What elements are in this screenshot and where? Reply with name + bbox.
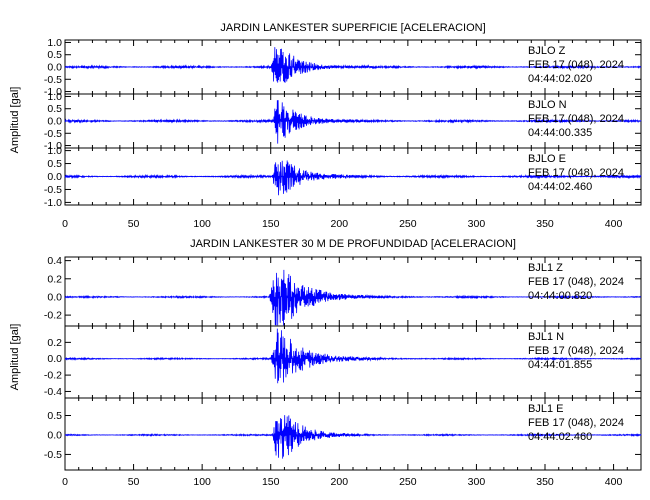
y-tick-label: -0.5 — [44, 74, 62, 86]
waveform-trace — [64, 269, 642, 326]
y-tick-label: 1.0 — [47, 145, 62, 157]
station-component-label: BJL1 E — [528, 403, 563, 415]
x-tick-label: 400 — [605, 218, 623, 230]
x-tick-label: 0 — [62, 476, 68, 488]
y-tick-label: 0.0 — [47, 62, 62, 74]
x-tick-label: 300 — [468, 476, 486, 488]
x-tick-label: 100 — [193, 476, 211, 488]
x-tick-label: 200 — [331, 218, 349, 230]
x-tick-label: 400 — [605, 476, 623, 488]
x-tick-label: 300 — [468, 218, 486, 230]
y-tick-label: 0.5 — [47, 410, 62, 422]
trace-panel-bjlo-z: 1.00.50.0-0.5-1.0 BJLO Z FEB 17 (048), 202… — [44, 37, 642, 98]
trace-panel-bjlo-n: 1.00.50.0-0.5-1.0 BJLO N FEB 17 (048), 202… — [44, 91, 642, 152]
chart-title: JARDIN LANKESTER SUPERFICIE [ACELERACION… — [220, 22, 485, 34]
record-time: 04:44:02.460 — [528, 181, 592, 193]
y-tick-label: 0.2 — [47, 273, 62, 285]
chart-panel-1: JARDIN LANKESTER SUPERFICIE [ACELERACION… — [9, 22, 642, 230]
x-tick-label: 50 — [128, 476, 140, 488]
station-component-label: BJLO Z — [528, 45, 566, 57]
station-component-label: BJLO N — [528, 99, 567, 111]
record-date: FEB 17 (048), 2024 — [528, 276, 624, 288]
y-tick-label: 0.5 — [47, 49, 62, 61]
y-tick-label: 0.5 — [47, 103, 62, 115]
chart-panel-2: JARDIN LANKESTER 30 M DE PROFUNDIDAD [AC… — [9, 238, 642, 488]
x-tick-label: 150 — [262, 476, 280, 488]
y-tick-label: -0.5 — [44, 128, 62, 140]
y-tick-label: 0.4 — [47, 255, 62, 267]
y-tick-label: -0.2 — [44, 310, 62, 322]
station-component-label: BJL1 N — [528, 331, 564, 343]
waveform-trace — [64, 47, 642, 83]
station-component-label: BJL1 Z — [528, 262, 563, 274]
y-tick-label: 0.0 — [47, 171, 62, 183]
chart-title: JARDIN LANKESTER 30 M DE PROFUNDIDAD [AC… — [190, 238, 516, 250]
record-date: FEB 17 (048), 2024 — [528, 113, 624, 125]
record-date: FEB 17 (048), 2024 — [528, 59, 624, 71]
x-tick-label: 100 — [193, 218, 211, 230]
trace-panel-bjl1-n: 0.2 0.0 -0.2 -0.4 BJL1 N FEB 17 (048), 2024 04… — [44, 325, 642, 399]
waveform-trace — [64, 160, 642, 196]
y-tick-label: 0.0 — [47, 291, 62, 303]
y-tick-label: -0.2 — [44, 370, 62, 382]
record-date: FEB 17 (048), 2024 — [528, 345, 624, 357]
y-tick-label: 0.0 — [47, 353, 62, 365]
y-tick-label: -1.0 — [44, 197, 62, 209]
y-tick-label: -1.0 — [44, 140, 62, 152]
x-tick-label: 250 — [399, 218, 417, 230]
record-time: 04:44:00.820 — [528, 290, 592, 302]
x-tick-label: 200 — [331, 476, 349, 488]
record-time: 04:44:02.020 — [528, 73, 592, 85]
y-tick-label: 0.2 — [47, 337, 62, 349]
x-tick-label: 250 — [399, 476, 417, 488]
trace-panel-bjl1-z: 0.4 0.2 0.0 -0.2 BJL1 Z FEB 17 (048), 2024 04:… — [44, 255, 642, 327]
x-tick-label: 350 — [536, 218, 554, 230]
record-time: 04:44:01.855 — [528, 359, 592, 371]
waveform-trace — [64, 415, 642, 459]
y-tick-label: -0.5 — [44, 184, 62, 196]
waveform-trace — [64, 100, 642, 144]
trace-panel-bjl1-e: 0.5 0.0 -0.5 BJL1 E FEB 17 (048), 2024 04:44:… — [44, 397, 642, 471]
record-time: 04:44:00.335 — [528, 127, 592, 139]
y-tick-label: 0.0 — [47, 116, 62, 128]
y-tick-label: 0.0 — [47, 429, 62, 441]
station-component-label: BJLO E — [528, 153, 566, 165]
record-date: FEB 17 (048), 2024 — [528, 167, 624, 179]
y-tick-label: -1.0 — [44, 86, 62, 98]
y-tick-label: 1.0 — [47, 37, 62, 49]
record-date: FEB 17 (048), 2024 — [528, 417, 624, 429]
x-tick-label: 350 — [536, 476, 554, 488]
y-tick-label: 0.5 — [47, 158, 62, 170]
record-time: 04:44:02.460 — [528, 431, 592, 443]
y-axis-label: Amplitud [gal] — [9, 87, 21, 154]
y-tick-label: -0.5 — [44, 449, 62, 461]
y-axis-label: Amplitud [gal] — [9, 324, 21, 391]
x-tick-label: 150 — [262, 218, 280, 230]
x-tick-label: 50 — [128, 218, 140, 230]
waveform-trace — [64, 328, 642, 384]
y-tick-label: -0.4 — [44, 386, 62, 398]
x-tick-label: 0 — [62, 218, 68, 230]
y-tick-label: 1.0 — [47, 91, 62, 103]
trace-panel-bjlo-e: 1.00.50.0-0.5-1.0 BJLO E FEB 17 (048), 202… — [44, 145, 642, 209]
